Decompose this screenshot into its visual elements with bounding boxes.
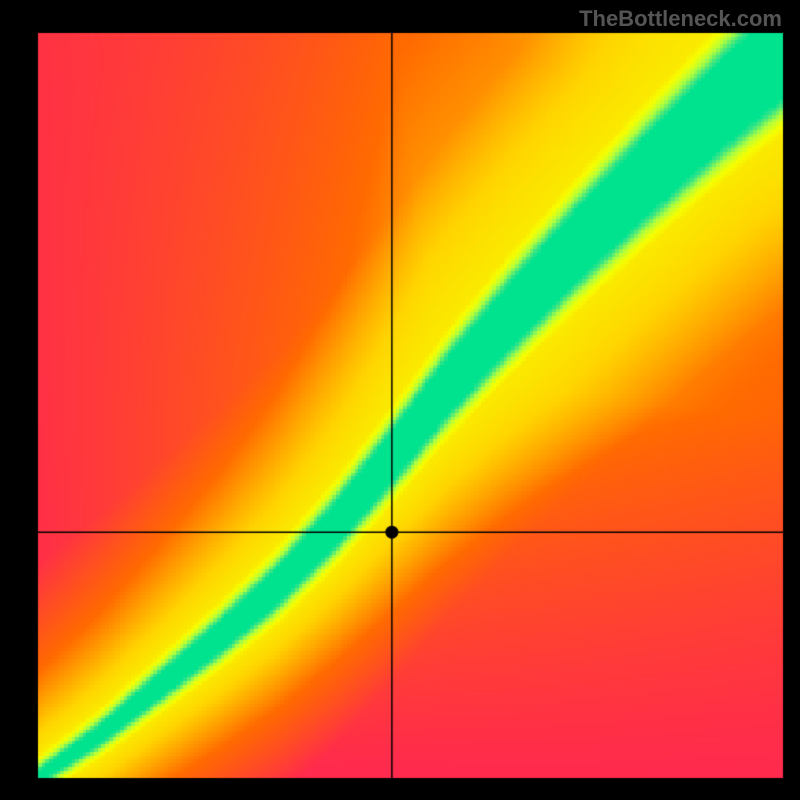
bottleneck-heatmap — [0, 0, 800, 800]
watermark-text: TheBottleneck.com — [579, 6, 782, 32]
chart-container: { "watermark": { "text": "TheBottleneck.… — [0, 0, 800, 800]
